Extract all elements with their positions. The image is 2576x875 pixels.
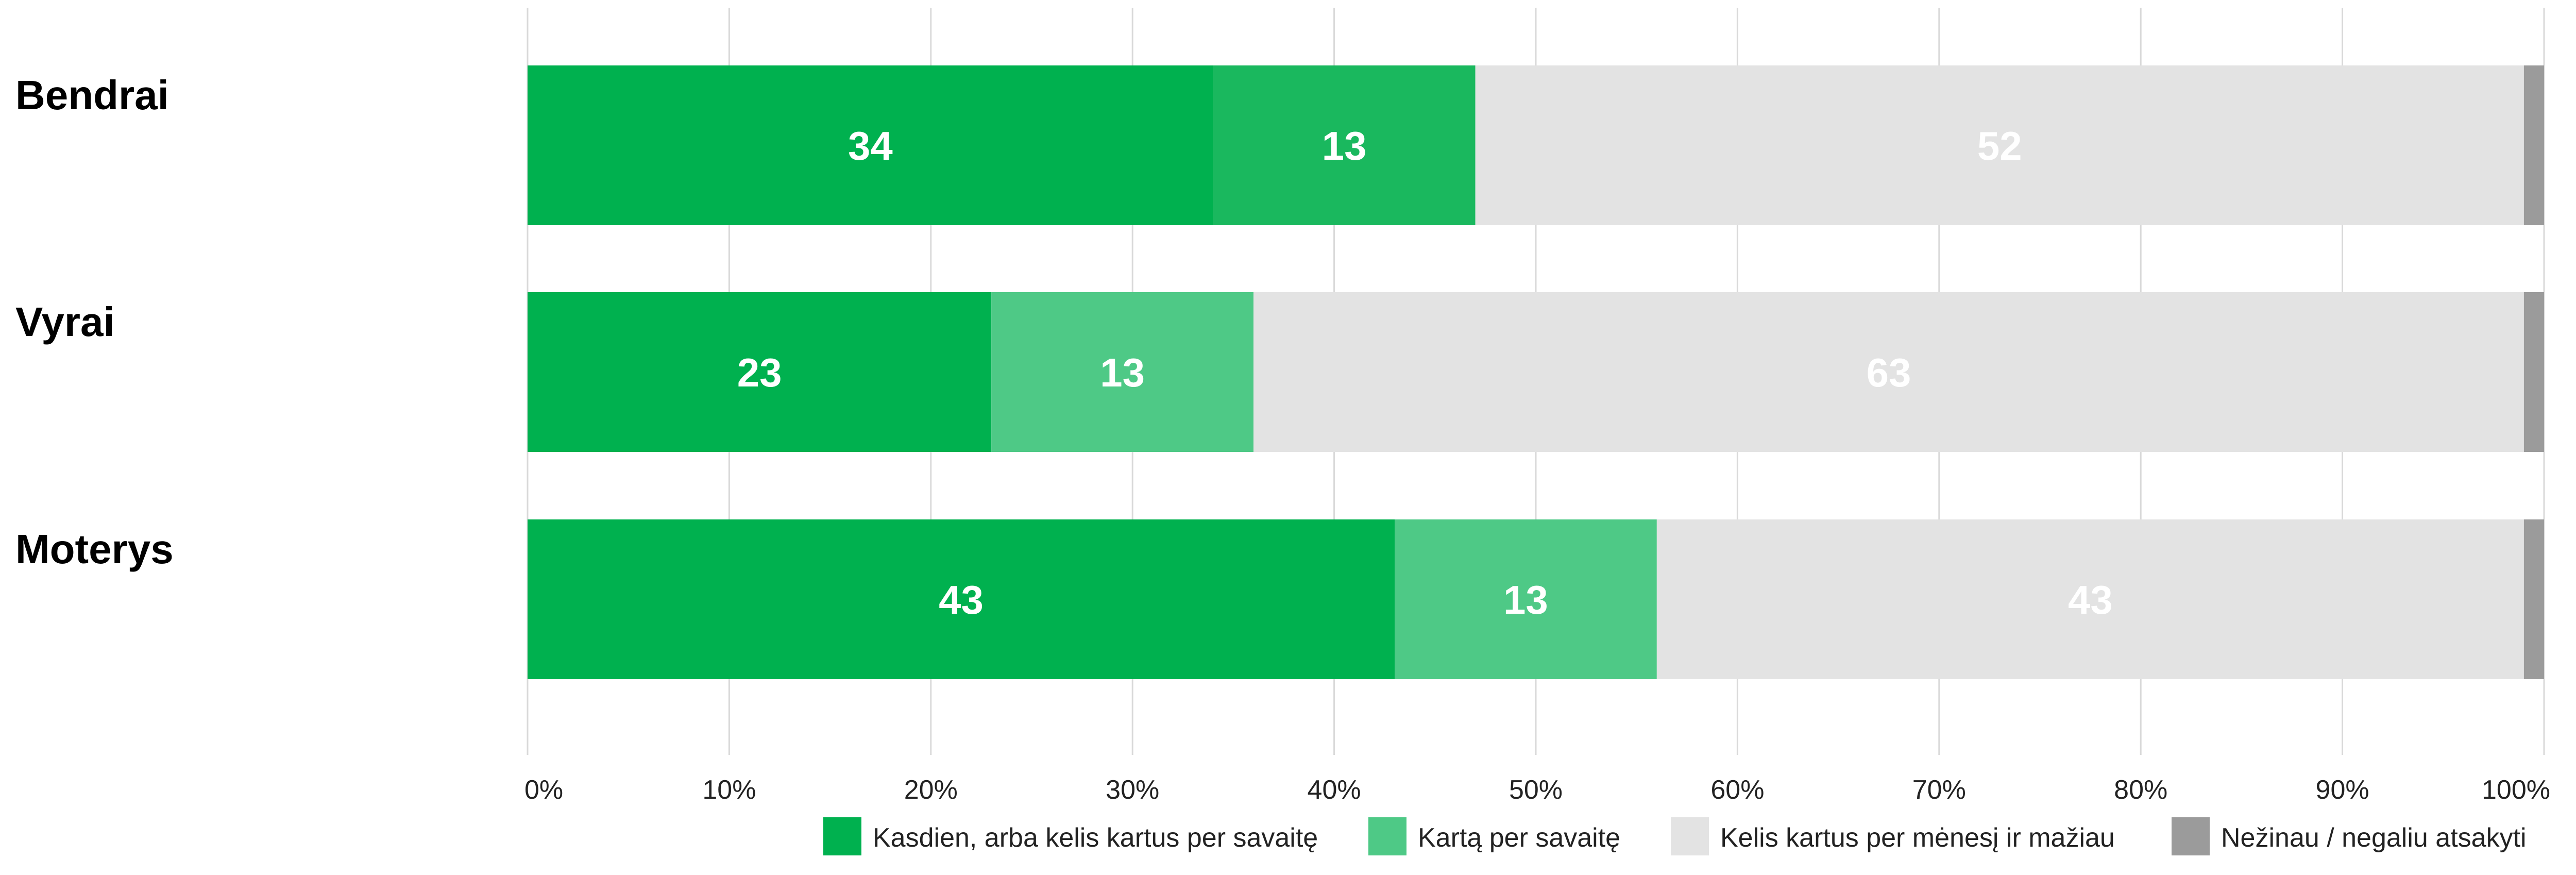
legend-swatch-4 (2172, 817, 2210, 855)
legend-label-4: Nežinau / negaliu atsakyti (2221, 823, 2527, 853)
bar-moterys-series-4 (2523, 519, 2544, 679)
bar-bendrai-series-3 (1475, 65, 2524, 225)
legend-label-3: Kelis kartus per mėnesį ir mažiau (1720, 823, 2115, 853)
bar-vyrai-series-2 (991, 292, 1254, 452)
data-label-vyrai-series-2: 13 (1100, 350, 1145, 395)
data-label-moterys-series-2: 13 (1503, 577, 1548, 622)
tick-label-60pct: 60% (1710, 775, 1764, 805)
data-label-vyrai-series-1: 23 (737, 350, 782, 395)
tick-label-40pct: 40% (1308, 775, 1361, 805)
tick-label-70pct: 70% (1912, 775, 1966, 805)
data-label-bendrai-series-2: 13 (1322, 123, 1367, 169)
tick-label-0pct: 0% (524, 775, 563, 805)
category-label-vyrai: Vyrai (15, 299, 115, 345)
data-label-bendrai-series-1: 34 (848, 123, 893, 169)
tick-label-10pct: 10% (702, 775, 756, 805)
data-label-moterys-series-3: 43 (2068, 577, 2113, 622)
bar-moterys-series-3 (1656, 519, 2524, 679)
tick-label-20pct: 20% (904, 775, 958, 805)
bar-moterys-series-2 (1395, 519, 1657, 679)
bar-bendrai-series-2 (1213, 65, 1476, 225)
bar-vyrai-series-3 (1253, 292, 2524, 452)
legend-swatch-3 (1671, 817, 1709, 855)
data-label-bendrai-series-3: 52 (1977, 123, 2022, 169)
x-axis-ticks: 0% 10% 20% 30% 40% 50% 60% 70% 80% 90% 100% (524, 775, 2550, 805)
category-labels: Bendrai Vyrai Moterys (15, 72, 174, 572)
legend-swatch-1 (823, 817, 861, 855)
data-label-vyrai-series-3: 63 (1867, 350, 1911, 395)
tick-label-100pct: 100% (2482, 775, 2550, 805)
bar-vyrai-series-1 (528, 292, 992, 452)
bar-bendrai-series-1 (528, 65, 1213, 225)
bar-bendrai-series-4 (2523, 65, 2544, 225)
legend-swatch-2 (1368, 817, 1406, 855)
tick-label-50pct: 50% (1509, 775, 1563, 805)
tick-label-80pct: 80% (2114, 775, 2167, 805)
tick-label-30pct: 30% (1106, 775, 1159, 805)
bar-vyrai-series-4 (2523, 292, 2544, 452)
legend-label-2: Kartą per savaitę (1418, 823, 1620, 853)
bars: 34 13 52 23 13 63 43 13 43 (528, 65, 2544, 679)
bar-moterys-series-1 (528, 519, 1395, 679)
legend: Kasdien, arba kelis kartus per savaitę Ka… (823, 817, 2527, 855)
data-label-moterys-series-1: 43 (939, 577, 984, 622)
tick-label-90pct: 90% (2316, 775, 2369, 805)
category-label-moterys: Moterys (15, 526, 174, 572)
category-label-bendrai: Bendrai (15, 72, 169, 118)
legend-label-1: Kasdien, arba kelis kartus per savaitę (873, 823, 1318, 853)
